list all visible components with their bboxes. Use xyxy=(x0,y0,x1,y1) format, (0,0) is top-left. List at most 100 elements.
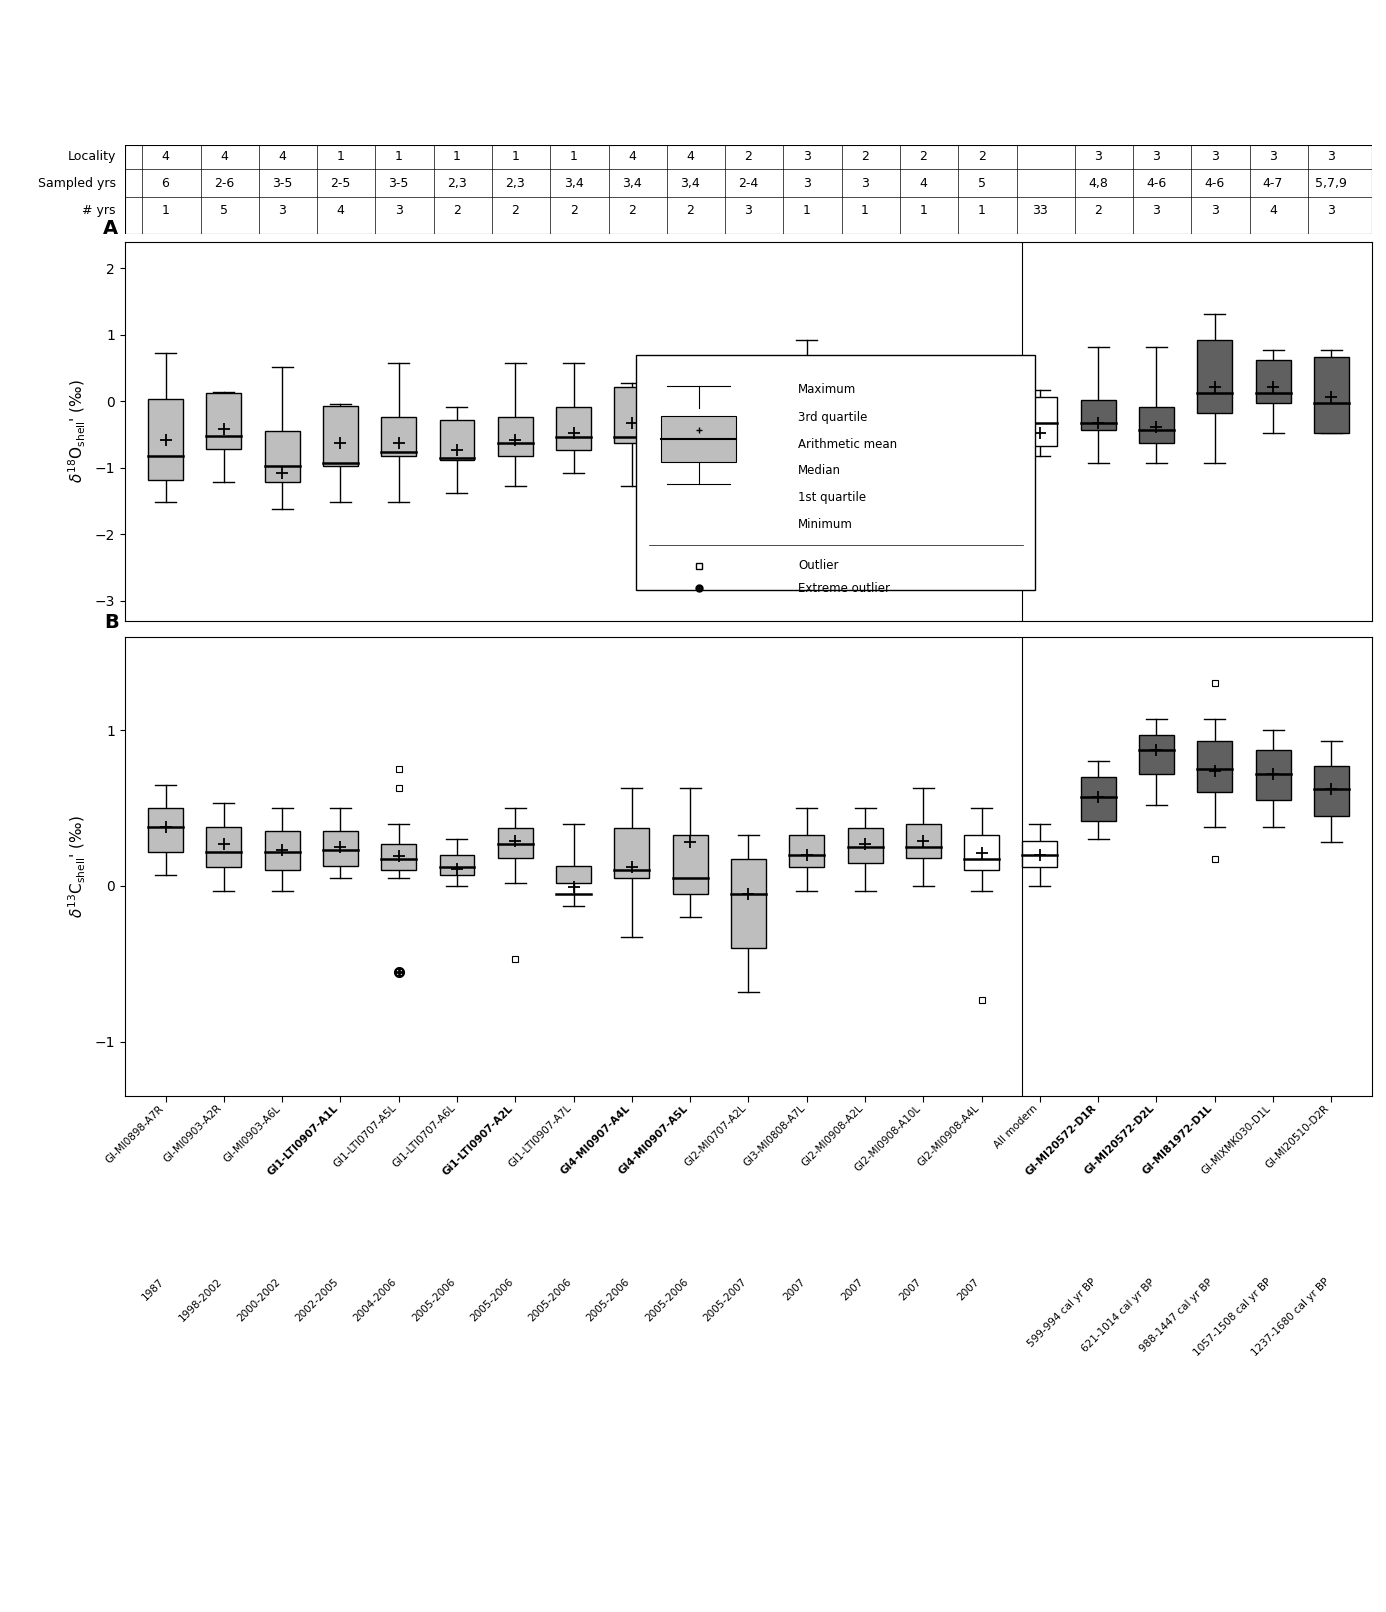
Text: Median: Median xyxy=(798,464,841,477)
Text: 33: 33 xyxy=(1033,203,1048,216)
Text: 1: 1 xyxy=(802,203,811,216)
Text: 2007: 2007 xyxy=(782,1277,807,1302)
Bar xyxy=(614,387,650,443)
Text: 3,4: 3,4 xyxy=(564,177,584,190)
Text: 2: 2 xyxy=(744,150,753,163)
Bar xyxy=(847,829,883,862)
Text: 2,3: 2,3 xyxy=(448,177,467,190)
Text: 2-5: 2-5 xyxy=(330,177,351,190)
Text: Extreme outlier: Extreme outlier xyxy=(798,582,890,595)
Text: GI2-MI0908-A10L: GI2-MI0908-A10L xyxy=(854,1103,923,1174)
Text: 2,3: 2,3 xyxy=(506,177,525,190)
Text: 2000-2002: 2000-2002 xyxy=(236,1277,283,1323)
Text: 1: 1 xyxy=(977,203,985,216)
Text: GI1-LTI0907-A7L: GI1-LTI0907-A7L xyxy=(507,1103,574,1170)
Bar xyxy=(1081,777,1116,821)
Y-axis label: $\delta^{13}$C$_{\rm shell}$' (‰): $\delta^{13}$C$_{\rm shell}$' (‰) xyxy=(67,816,87,917)
Text: 4: 4 xyxy=(919,177,927,190)
Text: GI-MI20510-D2R: GI-MI20510-D2R xyxy=(1264,1103,1332,1170)
Text: 988-1447 cal yr BP: 988-1447 cal yr BP xyxy=(1138,1277,1214,1354)
Text: 1998-2002: 1998-2002 xyxy=(177,1277,223,1323)
Text: 5: 5 xyxy=(977,177,985,190)
Text: 4: 4 xyxy=(686,150,694,163)
Text: 621-1014 cal yr BP: 621-1014 cal yr BP xyxy=(1080,1277,1156,1354)
Text: 3: 3 xyxy=(1153,203,1160,216)
Bar xyxy=(1023,841,1058,867)
Text: 3: 3 xyxy=(1153,150,1160,163)
Text: 1: 1 xyxy=(162,203,169,216)
Bar xyxy=(1256,359,1290,403)
Text: 2: 2 xyxy=(453,203,462,216)
Bar xyxy=(661,416,736,461)
Bar xyxy=(672,835,708,893)
Bar xyxy=(1023,397,1058,447)
Text: GI2-MI0908-A4L: GI2-MI0908-A4L xyxy=(916,1103,981,1169)
Text: 5: 5 xyxy=(220,203,227,216)
Text: 2004-2006: 2004-2006 xyxy=(352,1277,399,1323)
Text: 4: 4 xyxy=(279,150,286,163)
Text: 4: 4 xyxy=(162,150,169,163)
Bar xyxy=(323,406,358,466)
Text: 2: 2 xyxy=(861,150,869,163)
Text: 2007: 2007 xyxy=(898,1277,923,1302)
Text: GI3-MI0808-A7L: GI3-MI0808-A7L xyxy=(742,1103,807,1169)
Text: 2005-2006: 2005-2006 xyxy=(468,1277,516,1323)
Bar xyxy=(1256,751,1290,800)
Text: 1: 1 xyxy=(453,150,462,163)
Bar xyxy=(789,835,825,867)
Text: 2005-2006: 2005-2006 xyxy=(585,1277,632,1323)
Text: GI2-MI0707-A2L: GI2-MI0707-A2L xyxy=(683,1103,748,1169)
Text: 2007: 2007 xyxy=(956,1277,981,1302)
Text: GI1-LTI0707-A6L: GI1-LTI0707-A6L xyxy=(391,1103,457,1170)
Text: Outlier: Outlier xyxy=(798,559,839,572)
Bar xyxy=(906,824,941,858)
Bar xyxy=(965,835,999,870)
Text: GI-MI0898-A7R: GI-MI0898-A7R xyxy=(104,1103,165,1165)
Text: 4-7: 4-7 xyxy=(1263,177,1283,190)
Text: 5,7,9: 5,7,9 xyxy=(1315,177,1347,190)
Text: 3: 3 xyxy=(1328,203,1335,216)
Text: GI-MI20572-D2L: GI-MI20572-D2L xyxy=(1082,1103,1156,1177)
Text: GI-MI20572-D1R: GI-MI20572-D1R xyxy=(1024,1103,1098,1178)
Text: 4-6: 4-6 xyxy=(1146,177,1167,190)
Bar xyxy=(498,416,532,456)
Text: 3,4: 3,4 xyxy=(622,177,642,190)
Text: 2002-2005: 2002-2005 xyxy=(294,1277,341,1323)
Bar xyxy=(730,409,766,456)
Text: GI1-LTI0907-A1L: GI1-LTI0907-A1L xyxy=(266,1103,341,1177)
Bar xyxy=(614,829,650,879)
Text: 2: 2 xyxy=(919,150,927,163)
Text: 2: 2 xyxy=(570,203,578,216)
Bar xyxy=(556,866,590,883)
Text: A: A xyxy=(104,219,119,239)
Bar xyxy=(1314,356,1349,434)
Text: 1: 1 xyxy=(570,150,578,163)
Y-axis label: $\delta^{18}$O$_{\rm shell}$' (‰): $\delta^{18}$O$_{\rm shell}$' (‰) xyxy=(67,379,87,484)
Bar xyxy=(1314,766,1349,816)
Bar xyxy=(381,843,416,870)
Text: 3: 3 xyxy=(802,150,811,163)
Text: 2005-2006: 2005-2006 xyxy=(410,1277,457,1323)
Bar xyxy=(148,398,183,480)
Text: 3-5: 3-5 xyxy=(272,177,292,190)
Text: Sampled yrs: Sampled yrs xyxy=(37,177,116,190)
Text: GI-MI0903-A2R: GI-MI0903-A2R xyxy=(162,1103,223,1165)
Text: Minimum: Minimum xyxy=(798,517,854,530)
Bar xyxy=(1139,406,1174,443)
Bar xyxy=(556,406,590,450)
Text: 2-6: 2-6 xyxy=(213,177,234,190)
Text: # yrs: # yrs xyxy=(82,203,116,216)
Text: 3: 3 xyxy=(1328,150,1335,163)
Text: 3: 3 xyxy=(802,177,811,190)
Text: 3rd quartile: 3rd quartile xyxy=(798,411,868,424)
Text: 1057-1508 cal yr BP: 1057-1508 cal yr BP xyxy=(1192,1277,1274,1359)
Text: Maximum: Maximum xyxy=(798,384,857,397)
Bar xyxy=(906,403,941,440)
Bar xyxy=(1081,400,1116,430)
Bar xyxy=(148,808,183,851)
Text: 3: 3 xyxy=(744,203,753,216)
Text: 2007: 2007 xyxy=(840,1277,865,1302)
Text: 3: 3 xyxy=(861,177,869,190)
Bar xyxy=(265,430,299,482)
Text: 3: 3 xyxy=(1211,203,1218,216)
